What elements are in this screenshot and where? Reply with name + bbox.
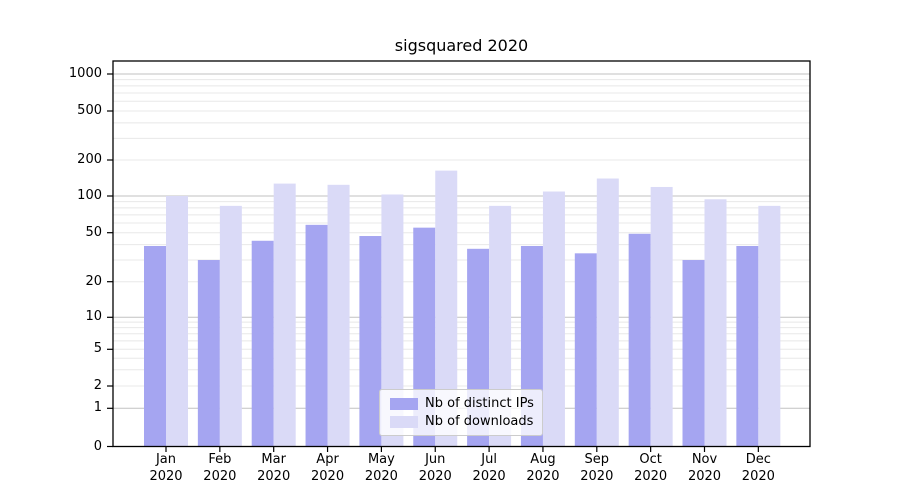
x-tick-month: Jul	[481, 452, 497, 467]
y-tick-label: 1000	[68, 66, 102, 81]
x-tick-month: Aug	[530, 452, 556, 467]
y-tick-label: 50	[85, 224, 102, 240]
legend-swatch-downloads-icon	[390, 415, 418, 428]
legend-swatch-distinct-ips-icon	[390, 397, 418, 410]
x-tick-label: Nov 2020	[673, 451, 737, 485]
bar-ips-jan	[144, 245, 166, 447]
x-tick-month: Jun	[425, 452, 446, 467]
plot-frame	[112, 60, 811, 448]
bar-downloads-feb	[219, 205, 242, 447]
bar-downloads-jan	[166, 196, 188, 447]
x-tick-month: Feb	[208, 452, 232, 467]
x-tick-label: May 2020	[349, 451, 413, 485]
x-tick-label: Dec 2020	[726, 451, 790, 485]
x-tick-year: 2020	[149, 469, 183, 484]
x-tick-label: Jul 2020	[457, 451, 521, 485]
x-tick-label: Feb 2020	[188, 451, 252, 485]
x-tick-year: 2020	[472, 469, 506, 484]
bar-downloads-aug	[542, 191, 565, 447]
bar-ips-dec	[736, 245, 759, 447]
bar-downloads-nov	[704, 199, 727, 447]
x-tick-label: Mar 2020	[242, 451, 306, 485]
x-tick-label: Jun 2020	[403, 451, 467, 485]
bar-ips-feb	[197, 260, 220, 447]
bar-ips-oct	[628, 233, 651, 447]
y-tick-label: 10	[85, 309, 102, 325]
x-tick-year: 2020	[634, 469, 668, 484]
y-tick-label: 5	[93, 341, 102, 357]
y-tick-label: 200	[77, 152, 102, 167]
bar-downloads-oct	[650, 186, 673, 447]
bar-downloads-may	[381, 194, 404, 447]
x-tick-month: Mar	[261, 452, 286, 467]
bar-downloads-mar	[273, 183, 296, 447]
x-tick-month: Dec	[745, 452, 771, 467]
x-tick-month: Oct	[639, 452, 662, 467]
x-tick-month: Nov	[691, 452, 718, 467]
y-tick-label: 500	[77, 103, 102, 118]
x-tick-label: Sep 2020	[565, 451, 629, 485]
x-tick-year: 2020	[687, 469, 722, 484]
x-tick-month: Apr	[316, 452, 339, 467]
y-tick-label: 2	[93, 378, 102, 393]
x-tick-year: 2020	[418, 469, 452, 484]
legend-item-downloads: Nb of downloads	[390, 414, 542, 429]
x-tick-year: 2020	[741, 469, 775, 484]
y-tick-label: 100	[77, 188, 102, 203]
bar-ips-may	[359, 236, 382, 447]
x-tick-year: 2020	[364, 469, 398, 484]
x-tick-month: Sep	[584, 452, 610, 467]
x-tick-year: 2020	[311, 469, 345, 484]
x-tick-year: 2020	[203, 469, 237, 484]
x-tick-label: Jan 2020	[134, 451, 198, 485]
x-tick-year: 2020	[580, 469, 614, 484]
x-tick-label: Apr 2020	[296, 451, 360, 485]
bar-downloads-jun	[435, 170, 458, 447]
y-tick-label: 1	[93, 400, 102, 416]
bar-downloads-dec	[758, 205, 781, 447]
legend: Nb of distinct IPs Nb of downloads	[379, 389, 543, 436]
y-tick-label: 0	[93, 438, 102, 454]
legend-label-distinct-ips: Nb of distinct IPs	[425, 396, 534, 411]
bar-ips-mar	[251, 240, 274, 447]
x-tick-month: Jan	[155, 452, 177, 467]
bar-downloads-sep	[596, 178, 619, 447]
y-tick-label: 20	[85, 273, 102, 289]
bar-downloads-apr	[327, 184, 350, 447]
bar-ips-nov	[682, 260, 705, 447]
bar-downloads-jul	[489, 205, 512, 447]
x-tick-month: May	[367, 452, 395, 467]
legend-label-downloads: Nb of downloads	[425, 414, 534, 429]
legend-item-distinct-ips: Nb of distinct IPs	[390, 396, 542, 411]
bar-ips-sep	[574, 253, 597, 447]
chart-title: sigsquared 2020	[394, 36, 529, 55]
x-tick-label: Aug 2020	[511, 451, 575, 485]
x-tick-year: 2020	[257, 469, 291, 484]
x-tick-year: 2020	[526, 469, 560, 484]
x-tick-label: Oct 2020	[619, 451, 683, 485]
bar-ips-apr	[305, 224, 328, 447]
